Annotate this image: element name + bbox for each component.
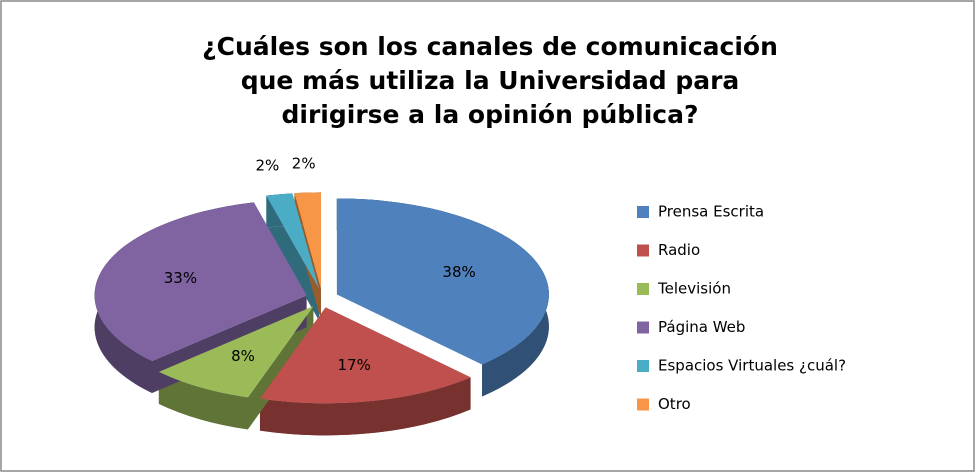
legend-label: Radio <box>658 241 700 259</box>
slice-side <box>259 377 471 436</box>
slice-side <box>266 193 320 321</box>
data-label: 2% <box>292 154 316 172</box>
slice <box>158 306 314 398</box>
slice <box>336 198 549 365</box>
legend-swatch <box>637 398 649 411</box>
data-label: 17% <box>337 356 370 374</box>
data-label: 38% <box>442 263 475 281</box>
legend-label: Prensa Escrita <box>658 203 764 221</box>
slice <box>266 193 320 289</box>
legend-label: Otro <box>658 395 691 413</box>
legend-label: Página Web <box>658 318 745 336</box>
legend-swatch <box>637 360 649 372</box>
slice <box>294 192 321 289</box>
chart-title: ¿Cuáles son los canales de comunicación … <box>202 32 778 129</box>
legend-swatch <box>637 206 649 218</box>
slice <box>94 202 307 362</box>
data-label: 2% <box>255 156 279 174</box>
legend-label: Televisión <box>657 280 731 298</box>
slice-side <box>158 371 248 430</box>
legend-label: Espacios Virtuales ¿cuál? <box>658 357 846 375</box>
data-label: 8% <box>231 347 255 365</box>
data-label: 33% <box>164 269 197 287</box>
legend-swatch <box>637 244 649 257</box>
legend-swatch <box>637 283 649 295</box>
slice <box>259 307 471 404</box>
legend-swatch <box>637 321 649 334</box>
